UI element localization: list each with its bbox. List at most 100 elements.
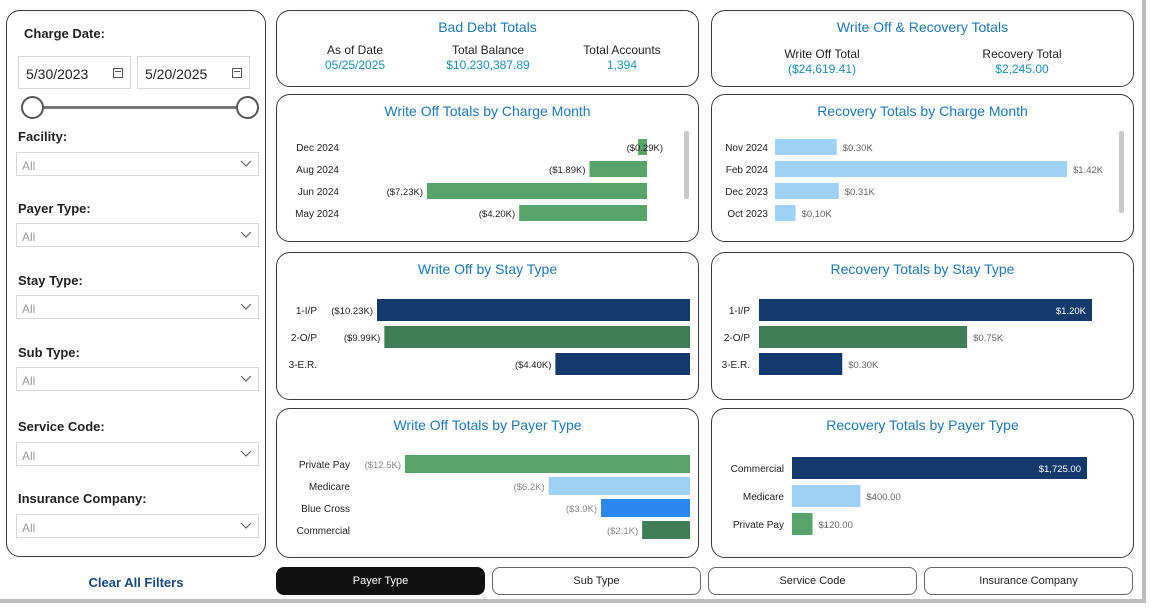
chevron-down-icon [240,231,252,238]
end-date-input[interactable]: 5/20/2025 [137,56,250,89]
category-label: Oct 2023 [727,209,768,220]
insurance-company-dropdown[interactable]: All [16,514,259,538]
category-label: 2-O/P [291,333,317,344]
value-label: $0.75K [973,333,1004,344]
value-label: $0.31K [845,187,876,198]
write-off-by-stay-type-chart: 1-I/P ($10.23K) 2-O/P ($9.99K) 3-E.R. ($4.40K… [289,299,690,375]
chart-title: Recovery Totals by Charge Month [817,103,1028,119]
bar [759,326,968,348]
bar [427,183,647,199]
stay-type-label: Stay Type: [18,273,83,288]
date-range-slider-track[interactable] [32,106,248,109]
value-label: $120.00 [819,520,853,531]
category-label: Jun 2024 [298,187,340,198]
tab-service-code[interactable]: Service Code [708,567,917,595]
category-label: Medicare [743,492,785,503]
category-label: Medicare [309,482,351,493]
facility-dropdown[interactable]: All [16,152,259,176]
clear-all-filters-button[interactable]: Clear All Filters [88,575,184,590]
sub-type-value: All [22,374,36,388]
chart-title: Write Off by Stay Type [417,261,558,277]
insurance-company-value: All [22,521,36,535]
end-date-value: 5/20/2025 [145,66,208,82]
chevron-down-icon [240,160,252,167]
payer-type-value: All [22,230,36,244]
category-label: 3-E.R. [289,360,317,371]
kpi-label: Total Balance [451,43,525,57]
category-label: Dec 2023 [725,187,768,198]
category-label: Commercial [731,464,784,475]
bar [775,139,837,155]
category-label: Private Pay [733,520,784,531]
chevron-down-icon [240,450,252,457]
recovery-total-kpi: Recovery Total $2,245.00 [962,47,1082,76]
bar [638,139,647,155]
kpi-value: 1,394 [606,58,638,72]
category-label: Aug 2024 [296,165,339,176]
category-label: Commercial [297,526,350,537]
kpi-value: $2,245.00 [995,62,1049,76]
value-label: ($3.9K) [566,504,597,515]
bar [775,161,1067,177]
bar [555,353,690,375]
write-off-by-payer-type-chart: Private Pay ($12.5K) Medicare ($6.2K) Blue C… [297,455,690,539]
category-label: May 2024 [295,209,339,220]
value-label: ($0.29K) [627,143,663,154]
bar [405,455,690,473]
start-date-input[interactable]: 5/30/2023 [18,56,131,89]
value-label: $0.30K [843,143,874,154]
tab-payer-type[interactable]: Payer Type [276,567,485,595]
bar [759,299,1092,321]
chevron-down-icon [240,522,252,529]
recovery-by-month-chart: Nov 2024 $0.30K Feb 2024 $1.42K Dec 2023 $0.3… [725,139,1104,221]
bar [792,485,861,507]
kpi-label: Recovery Total [982,47,1062,61]
value-label: ($6.2K) [513,482,544,493]
tab-sub-type[interactable]: Sub Type [492,567,701,595]
tab-insurance-company[interactable]: Insurance Company [924,567,1133,595]
category-label: Private Pay [299,460,350,471]
scrollbar[interactable] [684,131,689,199]
calendar-icon[interactable] [113,68,123,78]
kpi-value: ($24,619.41) [787,62,857,76]
category-label: Nov 2024 [725,143,768,154]
value-label: ($1.89K) [549,165,585,176]
bar [792,457,1087,479]
category-label: Dec 2024 [296,143,339,154]
payer-type-label: Payer Type: [18,201,91,216]
write-off-recovery-title: Write Off & Recovery Totals [836,19,1009,35]
kpi-value: 05/25/2025 [324,58,386,72]
bad-debt-totals-card: Bad Debt Totals As of Date 05/25/2025 To… [276,10,699,87]
write-off-by-payer-type-card: Write Off Totals by Payer Type Private P… [276,408,699,558]
stay-type-dropdown[interactable]: All [16,295,259,319]
payer-type-dropdown[interactable]: All [16,223,259,247]
scrollbar[interactable] [1119,131,1124,213]
category-label: 3-E.R. [722,360,750,371]
bar [759,353,843,375]
write-off-recovery-totals-card: Write Off & Recovery Totals Write Off To… [711,10,1134,87]
value-label: ($4.20K) [479,209,515,220]
sub-type-dropdown[interactable]: All [16,367,259,391]
chart-title: Write Off Totals by Charge Month [384,103,591,119]
value-label: ($7.23K) [387,187,423,198]
category-label: Feb 2024 [726,165,769,176]
bar [792,513,813,535]
bar [589,161,647,177]
recovery-by-stay-type-chart: 1-I/P $1.20K 2-O/P $0.75K 3-E.R. $0.30K [722,299,1092,375]
charge-date-label: Charge Date: [24,26,105,41]
filter-panel: Charge Date: 5/30/2023 5/20/2025 Facilit… [6,10,266,557]
as-of-date-kpi: As of Date 05/25/2025 [300,43,410,72]
value-label: ($4.40K) [515,360,551,371]
value-label: ($9.99K) [344,333,380,344]
calendar-icon[interactable] [232,68,242,78]
date-range-start-handle[interactable] [21,96,44,119]
bar [384,326,690,348]
start-date-value: 5/30/2023 [26,66,89,82]
date-range-end-handle[interactable] [236,96,259,119]
chart-title: Write Off Totals by Payer Type [393,417,582,433]
facility-label: Facility: [18,129,68,144]
service-code-dropdown[interactable]: All [16,442,259,466]
write-off-by-stay-type-card: Write Off by Stay Type 1-I/P ($10.23K) 2-O… [276,252,699,400]
value-label: ($10.23K) [331,306,373,317]
category-label: 1-I/P [729,306,750,317]
